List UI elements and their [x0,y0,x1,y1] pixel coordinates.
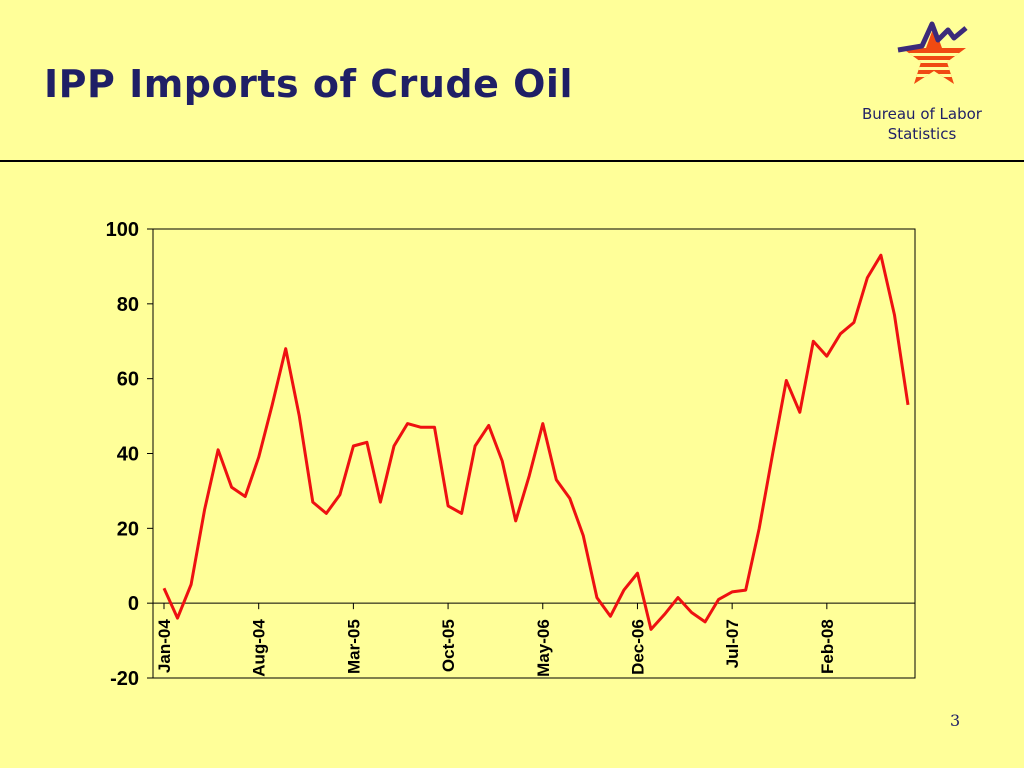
bls-logo [896,16,972,98]
x-tick-label: Jul-07 [723,619,742,668]
y-tick-label: 60 [117,369,139,391]
org-name: Bureau of Labor Statistics [848,104,996,144]
y-tick-label: 0 [128,593,139,615]
x-tick-label: Jan-04 [155,619,174,673]
x-tick-label: Aug-04 [250,619,269,677]
y-tick-label: -20 [110,668,139,690]
y-axis: 100 80 60 40 20 0 -20 [106,219,153,690]
title-divider [0,160,1024,162]
x-tick-label: Oct-05 [439,619,458,672]
x-tick-label: Mar-05 [344,619,363,674]
y-tick-label: 20 [117,518,139,540]
x-tick-label: Feb-08 [818,619,837,674]
x-tick-label: May-06 [534,619,553,677]
y-tick-label: 40 [117,444,139,466]
y-tick-label: 100 [106,219,139,241]
x-axis: Jan-04 Aug-04 Mar-05 Oct-05 May-06 Dec-06 Jul-… [155,603,837,677]
org-name-line2: Statistics [887,125,957,143]
series-line [162,253,910,631]
x-tick-label: Dec-06 [628,619,647,675]
bls-star-logo-icon [897,21,968,84]
slide-title: IPP Imports of Crude Oil [44,62,573,106]
org-name-line1: Bureau of Labor [862,105,982,123]
series-group [162,253,910,631]
page-number: 3 [950,711,961,730]
y-tick-label: 80 [117,294,139,316]
